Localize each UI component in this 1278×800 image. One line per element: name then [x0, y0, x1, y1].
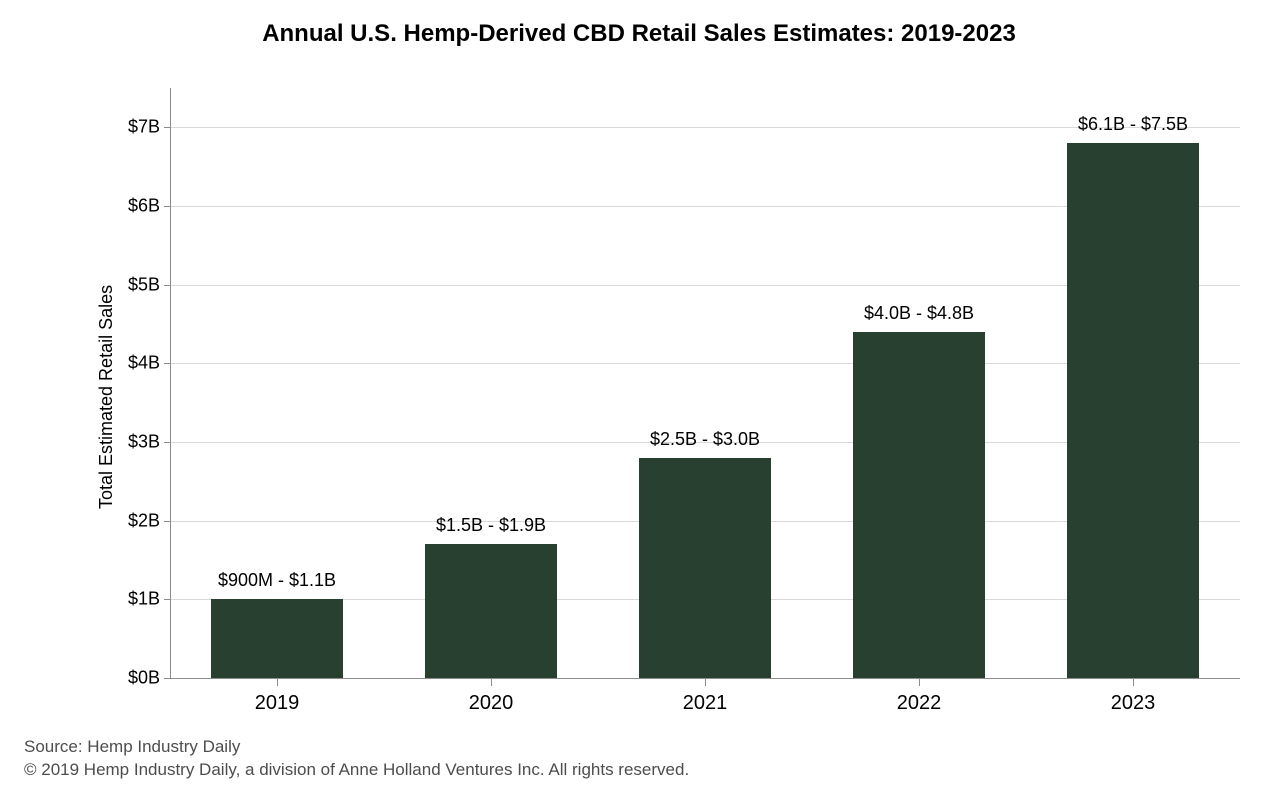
- bar: [853, 332, 986, 678]
- y-tick-label: $2B: [128, 510, 170, 531]
- bar: [639, 458, 772, 678]
- x-tick: [705, 678, 706, 686]
- bar-value-label: $900M - $1.1B: [170, 570, 384, 591]
- y-tick-label: $5B: [128, 274, 170, 295]
- bar-value-label: $1.5B - $1.9B: [384, 515, 598, 536]
- y-tick-label: $4B: [128, 353, 170, 374]
- x-tick: [1133, 678, 1134, 686]
- y-tick-label: $0B: [128, 668, 170, 689]
- x-tick-label: 2021: [598, 692, 812, 715]
- y-tick-label: $1B: [128, 589, 170, 610]
- bar-value-label: $2.5B - $3.0B: [598, 429, 812, 450]
- bar: [425, 544, 558, 678]
- y-tick-label: $6B: [128, 196, 170, 217]
- chart-title: Annual U.S. Hemp-Derived CBD Retail Sale…: [0, 20, 1278, 48]
- x-tick-label: 2019: [170, 692, 384, 715]
- chart-container: Annual U.S. Hemp-Derived CBD Retail Sale…: [0, 0, 1278, 800]
- footer-source: Source: Hemp Industry Daily: [24, 736, 689, 759]
- bar: [211, 599, 344, 678]
- x-tick: [277, 678, 278, 686]
- footer-copyright: © 2019 Hemp Industry Daily, a division o…: [24, 759, 689, 782]
- bar-value-label: $6.1B - $7.5B: [1026, 114, 1240, 135]
- bar: [1067, 143, 1200, 678]
- x-tick-label: 2023: [1026, 692, 1240, 715]
- y-tick-label: $3B: [128, 432, 170, 453]
- bar-value-label: $4.0B - $4.8B: [812, 303, 1026, 324]
- y-axis-title: Total Estimated Retail Sales: [96, 285, 117, 509]
- plot-area: Total Estimated Retail Sales $0B$1B$2B$3…: [170, 88, 1240, 678]
- x-tick: [919, 678, 920, 686]
- x-tick-label: 2020: [384, 692, 598, 715]
- chart-footer: Source: Hemp Industry Daily © 2019 Hemp …: [24, 736, 689, 782]
- y-tick-label: $7B: [128, 117, 170, 138]
- x-tick: [491, 678, 492, 686]
- x-tick-label: 2022: [812, 692, 1026, 715]
